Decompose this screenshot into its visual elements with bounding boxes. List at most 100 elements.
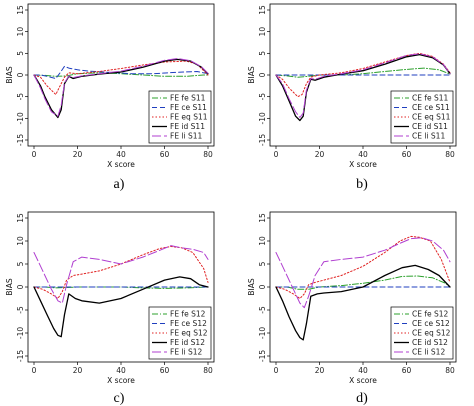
y-tick-label: 5 <box>258 51 267 56</box>
legend-label: CE id S11 <box>412 122 448 131</box>
chart-panel-2: -15 -10 -5 0 5 10 15 0 20 40 60 80 X score BIAS CE fe … <box>247 3 457 192</box>
x-tick-label: 60 <box>402 150 412 159</box>
legend-label: CE ce S11 <box>412 103 450 112</box>
y-tick-label: 10 <box>16 27 25 37</box>
x-tick-label: 40 <box>116 150 126 159</box>
legend-label: CE eq S11 <box>412 113 451 122</box>
legend-label: CE fe S12 <box>412 310 449 319</box>
y-axis-label: BIAS <box>247 278 256 295</box>
y-axis-label: BIAS <box>247 66 256 83</box>
legend-label: CE li S12 <box>412 348 445 357</box>
y-tick-label: 15 <box>16 5 25 15</box>
x-tick-label: 80 <box>203 366 213 375</box>
x-tick-label: 20 <box>73 150 83 159</box>
legend-label: CE li S11 <box>412 132 445 141</box>
y-tick-label: 5 <box>16 261 25 266</box>
series-line-5 <box>275 53 451 118</box>
legend-label: FE fe S12 <box>170 310 206 319</box>
y-tick-label: 15 <box>258 5 267 15</box>
y-tick-label: -10 <box>258 327 267 339</box>
y-axis-label: BIAS <box>5 66 14 83</box>
y-tick-label: -15 <box>258 350 267 362</box>
y-tick-label: 10 <box>16 236 25 246</box>
x-axis-label: X score <box>349 160 377 169</box>
x-axis-label: X score <box>349 376 377 385</box>
legend-label: FE id S12 <box>170 338 205 347</box>
legend-label: FE eq S11 <box>170 113 208 122</box>
chart-panel-1: -15 -10 -5 0 5 10 15 0 20 40 60 80 X score BIAS FE fe … <box>5 3 215 192</box>
series-line-4 <box>275 264 451 341</box>
x-tick-label: 40 <box>358 366 368 375</box>
x-tick-label: 80 <box>203 150 213 159</box>
x-tick-label: 80 <box>445 366 455 375</box>
panel-caption: c) <box>114 391 125 406</box>
y-tick-label: -15 <box>258 134 267 146</box>
x-tick-label: 20 <box>315 150 325 159</box>
chart-panel-4: -15 -10 -5 0 5 10 15 0 20 40 60 80 X score BIAS CE fe … <box>247 211 457 406</box>
series-line-3 <box>275 52 451 98</box>
panel-caption: d) <box>356 391 368 406</box>
chart-panel-3: -15 -10 -5 0 5 10 15 0 20 40 60 80 X score BIAS FE fe … <box>5 211 215 406</box>
legend-box <box>148 90 212 144</box>
series-line-1 <box>33 72 209 77</box>
y-tick-label: 5 <box>16 51 25 56</box>
x-tick-label: 80 <box>445 150 455 159</box>
series-line-3 <box>275 235 451 299</box>
y-tick-label: -10 <box>16 327 25 339</box>
x-axis-label: X score <box>107 160 135 169</box>
legend-label: CE ce S12 <box>412 319 450 328</box>
y-tick-label: -15 <box>16 350 25 362</box>
legend-label: FE ce S11 <box>170 103 207 112</box>
y-tick-label: -10 <box>16 112 25 124</box>
series-line-1 <box>275 67 451 78</box>
y-tick-label: -5 <box>258 306 267 314</box>
series-line-3 <box>33 246 209 299</box>
legend-label: CE eq S12 <box>412 329 451 338</box>
x-tick-label: 0 <box>274 366 279 375</box>
x-tick-label: 40 <box>116 366 126 375</box>
y-tick-label: -15 <box>16 134 25 146</box>
series-line-5 <box>33 245 209 304</box>
y-tick-label: 15 <box>16 213 25 223</box>
series-line-4 <box>33 58 209 119</box>
series-line-5 <box>33 58 209 117</box>
y-tick-label: -10 <box>258 112 267 124</box>
y-tick-label: 10 <box>258 27 267 37</box>
legend-label: FE fe S11 <box>170 94 206 103</box>
y-tick-label: 0 <box>16 284 25 289</box>
x-tick-label: 60 <box>160 150 170 159</box>
series-line-1 <box>275 275 451 290</box>
legend-label: FE id S11 <box>170 122 205 131</box>
x-tick-label: 20 <box>315 366 325 375</box>
x-tick-label: 0 <box>274 150 279 159</box>
legend-label: CE fe S11 <box>412 94 449 103</box>
y-tick-label: 15 <box>258 213 267 223</box>
legend-label: FE li S12 <box>170 348 203 357</box>
x-tick-label: 0 <box>32 366 37 375</box>
series-line-4 <box>275 53 451 122</box>
y-axis-label: BIAS <box>5 278 14 295</box>
series-line-5 <box>275 237 451 309</box>
series-line-1 <box>33 286 209 289</box>
y-tick-label: 0 <box>16 72 25 77</box>
y-tick-label: -5 <box>258 93 267 101</box>
y-tick-label: 0 <box>258 284 267 289</box>
series-line-4 <box>33 276 209 338</box>
legend-label: FE ce S12 <box>170 319 207 328</box>
legend-label: FE li S11 <box>170 132 203 141</box>
series-line-3 <box>33 60 209 95</box>
x-tick-label: 40 <box>358 150 368 159</box>
panel-caption: a) <box>114 177 125 192</box>
y-tick-label: 0 <box>258 72 267 77</box>
x-tick-label: 20 <box>73 366 83 375</box>
series-line-2 <box>33 65 209 79</box>
y-tick-label: 5 <box>258 261 267 266</box>
y-tick-label: 10 <box>258 236 267 246</box>
x-tick-label: 60 <box>160 366 170 375</box>
y-tick-label: -5 <box>16 306 25 314</box>
